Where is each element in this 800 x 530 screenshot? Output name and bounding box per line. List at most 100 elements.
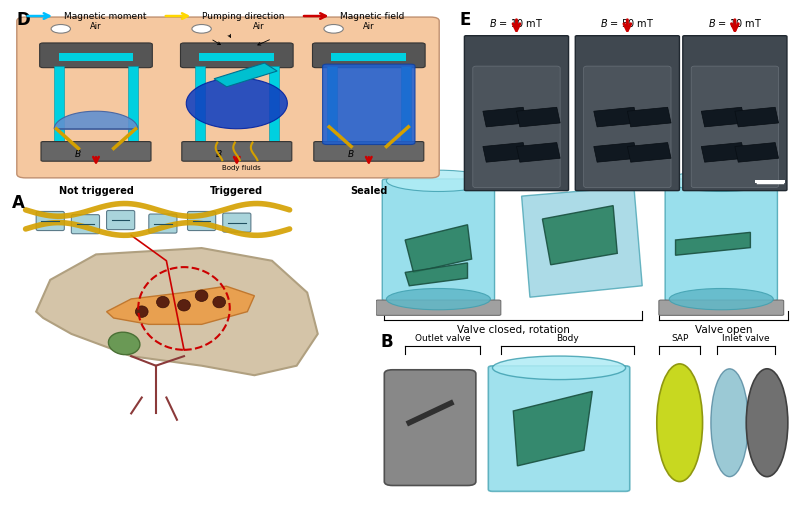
- Circle shape: [195, 290, 208, 302]
- FancyBboxPatch shape: [106, 210, 134, 229]
- Polygon shape: [702, 143, 745, 162]
- Polygon shape: [675, 232, 750, 255]
- Text: E: E: [459, 11, 470, 29]
- Bar: [331, 54, 406, 61]
- FancyBboxPatch shape: [149, 214, 177, 233]
- Text: $B$ = 10 mT: $B$ = 10 mT: [708, 17, 762, 29]
- Circle shape: [135, 306, 148, 317]
- FancyBboxPatch shape: [464, 36, 569, 191]
- Polygon shape: [542, 206, 618, 265]
- Polygon shape: [483, 107, 526, 127]
- Text: $B$: $B$: [74, 148, 82, 160]
- Text: $B$: $B$: [347, 148, 354, 160]
- FancyBboxPatch shape: [384, 370, 476, 485]
- Text: D: D: [17, 11, 30, 29]
- Ellipse shape: [109, 332, 140, 355]
- Text: $B$: $B$: [215, 148, 222, 160]
- FancyBboxPatch shape: [222, 213, 251, 232]
- Polygon shape: [522, 187, 642, 297]
- Text: B: B: [380, 332, 393, 350]
- Text: Body fluids: Body fluids: [222, 165, 261, 171]
- Text: Valve open: Valve open: [694, 325, 752, 335]
- Bar: [269, 66, 278, 143]
- FancyBboxPatch shape: [322, 64, 415, 145]
- Ellipse shape: [670, 170, 774, 191]
- FancyBboxPatch shape: [187, 211, 216, 231]
- Text: $B$: $B$: [530, 169, 538, 181]
- FancyBboxPatch shape: [682, 36, 787, 191]
- FancyBboxPatch shape: [181, 43, 293, 68]
- Text: Body: Body: [556, 334, 578, 343]
- Text: $B$: $B$: [397, 157, 405, 170]
- FancyBboxPatch shape: [36, 211, 64, 231]
- Polygon shape: [627, 107, 671, 127]
- Text: Inlet valve: Inlet valve: [722, 334, 770, 343]
- Polygon shape: [517, 143, 560, 162]
- Text: $B$ = 50 mT: $B$ = 50 mT: [600, 17, 654, 29]
- Bar: [327, 66, 337, 143]
- Text: C: C: [380, 152, 393, 170]
- Text: Magnetic moment: Magnetic moment: [63, 12, 146, 21]
- Polygon shape: [214, 63, 277, 87]
- Polygon shape: [702, 107, 745, 127]
- Text: A: A: [11, 194, 24, 212]
- Text: Magnetic field: Magnetic field: [340, 12, 404, 21]
- Circle shape: [213, 296, 226, 308]
- FancyBboxPatch shape: [17, 17, 439, 178]
- FancyBboxPatch shape: [41, 142, 151, 161]
- Text: $B$: $B$: [688, 157, 696, 170]
- Text: Air: Air: [253, 22, 265, 31]
- Ellipse shape: [386, 288, 490, 310]
- FancyBboxPatch shape: [575, 36, 679, 191]
- FancyBboxPatch shape: [313, 43, 425, 68]
- Text: Pumping direction: Pumping direction: [202, 12, 284, 21]
- Polygon shape: [405, 225, 472, 272]
- Circle shape: [157, 296, 170, 308]
- Text: $B$ = 10 mT: $B$ = 10 mT: [490, 17, 543, 29]
- Circle shape: [51, 24, 70, 33]
- Ellipse shape: [711, 369, 748, 476]
- Ellipse shape: [746, 369, 788, 476]
- Text: SAP: SAP: [671, 334, 688, 343]
- Ellipse shape: [493, 356, 626, 379]
- Bar: [199, 54, 274, 61]
- Text: Sealed: Sealed: [350, 186, 387, 196]
- FancyBboxPatch shape: [382, 179, 494, 301]
- FancyBboxPatch shape: [584, 66, 671, 188]
- Polygon shape: [594, 107, 638, 127]
- Polygon shape: [735, 107, 778, 127]
- Bar: [401, 66, 410, 143]
- Circle shape: [178, 299, 190, 311]
- Polygon shape: [517, 107, 560, 127]
- Polygon shape: [514, 391, 592, 466]
- Ellipse shape: [670, 288, 774, 310]
- Polygon shape: [483, 143, 526, 162]
- Polygon shape: [36, 248, 318, 375]
- Text: Not triggered: Not triggered: [58, 186, 134, 196]
- Text: Air: Air: [363, 22, 374, 31]
- Bar: [195, 66, 205, 143]
- Text: Air: Air: [90, 22, 102, 31]
- Bar: [58, 54, 134, 61]
- FancyBboxPatch shape: [182, 142, 292, 161]
- Text: Outlet valve: Outlet valve: [414, 334, 470, 343]
- Polygon shape: [106, 286, 254, 324]
- Ellipse shape: [386, 170, 490, 191]
- Text: Triggered: Triggered: [210, 186, 263, 196]
- FancyBboxPatch shape: [659, 300, 784, 315]
- Ellipse shape: [657, 364, 702, 482]
- FancyBboxPatch shape: [473, 66, 560, 188]
- Polygon shape: [594, 143, 638, 162]
- Circle shape: [324, 24, 343, 33]
- Polygon shape: [735, 143, 778, 162]
- FancyBboxPatch shape: [40, 43, 152, 68]
- FancyBboxPatch shape: [665, 179, 778, 301]
- Polygon shape: [405, 263, 467, 286]
- Text: Valve closed, rotation: Valve closed, rotation: [457, 325, 570, 335]
- Bar: [54, 66, 64, 143]
- Bar: [128, 66, 138, 143]
- FancyBboxPatch shape: [488, 366, 630, 491]
- Polygon shape: [627, 143, 671, 162]
- Polygon shape: [54, 111, 138, 129]
- Circle shape: [192, 24, 211, 33]
